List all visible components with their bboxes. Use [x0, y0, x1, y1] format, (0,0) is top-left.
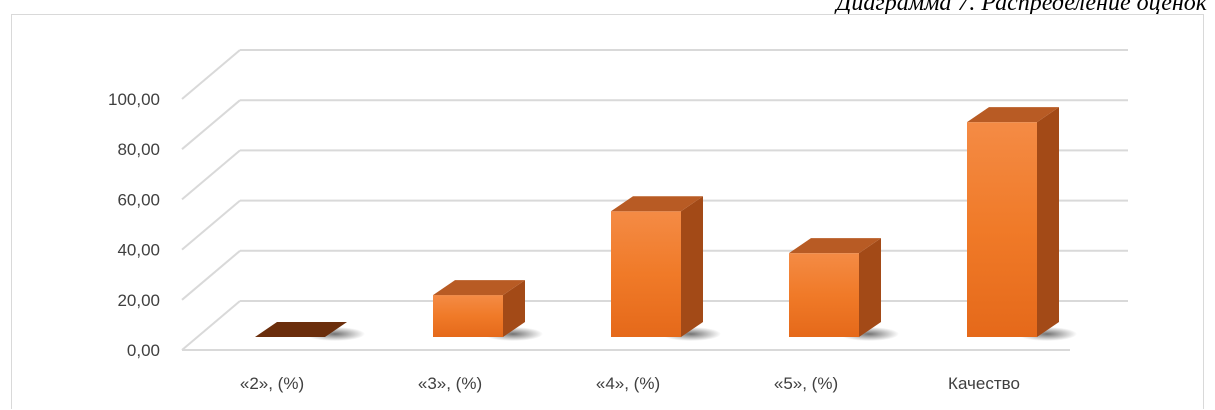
y-axis-ticks: 0,00 20,00 40,00 60,00 80,00 100,00	[108, 90, 160, 360]
bar	[789, 238, 899, 341]
bar-top	[255, 322, 347, 337]
x-axis-labels: «2», (%) «3», (%) «4», (%) «5», (%) Качество	[240, 374, 1020, 393]
x-tick-label: «2», (%)	[240, 374, 304, 393]
bar-front	[967, 122, 1037, 337]
bar-top	[433, 280, 525, 296]
gridline	[181, 49, 241, 100]
bar-side	[503, 280, 525, 337]
bar-top	[611, 196, 703, 212]
bar-side	[859, 238, 881, 337]
chart-caption: Диаграмма 7. Распределение оценок	[836, 0, 1207, 16]
bar	[611, 196, 721, 341]
gridline	[181, 149, 241, 201]
bar	[255, 322, 365, 341]
x-tick-label: «5», (%)	[774, 374, 838, 393]
bar-top	[967, 107, 1059, 123]
bars	[255, 107, 1077, 341]
y-tick-label: 20,00	[117, 291, 160, 310]
gridline	[181, 250, 241, 301]
y-tick-label: 100,00	[108, 90, 160, 109]
y-tick-label: 60,00	[117, 190, 160, 209]
bar-side	[1037, 107, 1059, 337]
bar-side	[681, 196, 703, 337]
x-tick-label: Качество	[948, 374, 1020, 393]
bar-front	[433, 295, 503, 337]
gridline	[181, 199, 241, 251]
x-tick-label: «4», (%)	[596, 374, 660, 393]
gridline	[181, 99, 241, 150]
bar	[967, 107, 1077, 341]
bar-top	[789, 238, 881, 254]
x-tick-label: «3», (%)	[418, 374, 482, 393]
chart-frame	[11, 14, 1204, 409]
bar-front	[611, 211, 681, 337]
y-tick-label: 0,00	[127, 341, 160, 360]
y-tick-label: 40,00	[117, 241, 160, 260]
gridline	[181, 300, 241, 351]
y-tick-label: 80,00	[117, 140, 160, 159]
bar-front	[789, 253, 859, 337]
bar	[433, 280, 543, 341]
